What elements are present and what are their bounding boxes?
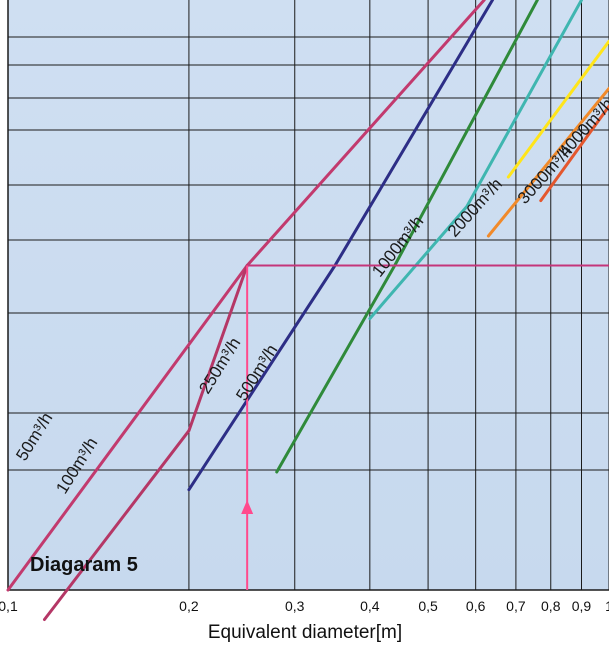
series-line <box>506 39 609 179</box>
x-tick-label: 0,3 <box>285 598 305 614</box>
diagram-title: Diagaram 5 <box>30 554 138 576</box>
arrow-up-icon <box>241 500 254 514</box>
x-tick-label: 0,9 <box>572 598 592 614</box>
x-tick-label: 0,2 <box>179 598 199 614</box>
x-tick-label: 0,1 <box>0 598 18 614</box>
x-tick-label: 0,5 <box>418 598 438 614</box>
x-tick-labels: 0,1 0,2 0,3 0,4 0,5 0,6 0,7 0,8 0,9 1 <box>0 598 609 614</box>
x-axis-label: Equivalent diameter[m] <box>208 622 402 643</box>
x-tick-label: 0,6 <box>466 598 486 614</box>
series-line <box>486 87 609 238</box>
series-line <box>42 264 249 621</box>
annotations-group <box>241 264 609 590</box>
x-tick-label: 0,8 <box>541 598 561 614</box>
series-line <box>368 0 583 321</box>
series-line <box>539 104 609 203</box>
x-tick-label: 0,4 <box>360 598 380 614</box>
x-tick-label: 0,7 <box>506 598 526 614</box>
grid <box>7 0 609 591</box>
plot-area <box>8 0 609 590</box>
x-tick-label: 1 <box>605 598 609 614</box>
